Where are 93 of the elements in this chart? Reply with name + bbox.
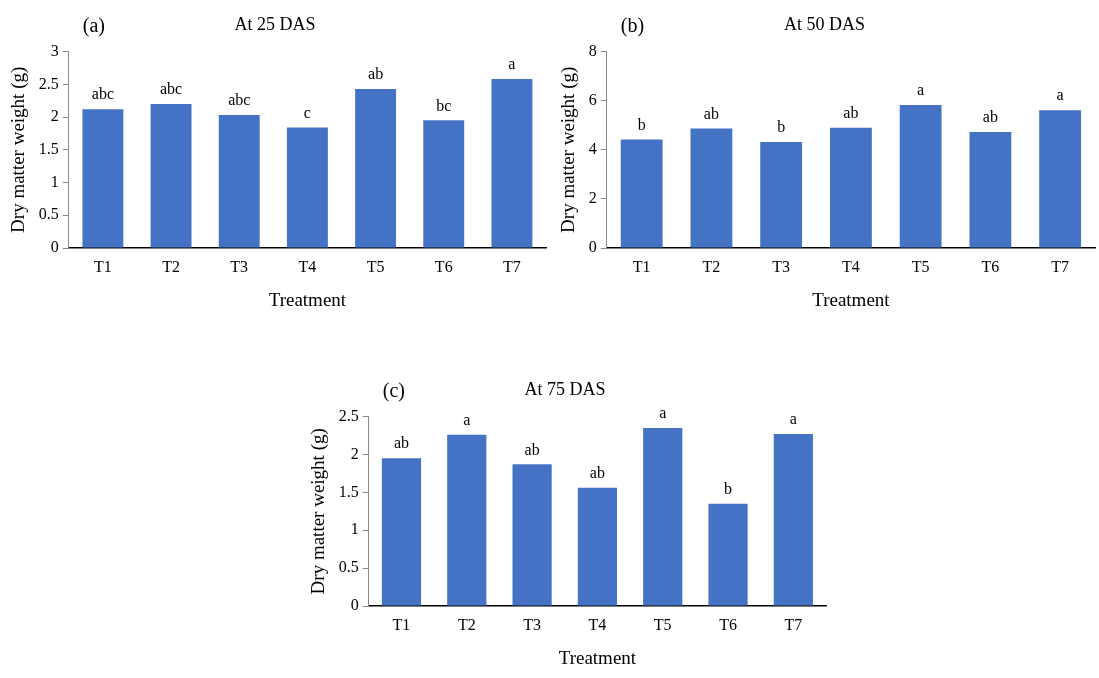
annotation: a (508, 55, 516, 73)
text: (a) (82, 14, 105, 38)
y-axis-title: Dry matter weight (g) (7, 66, 30, 233)
y-tick-label: 2.5 (38, 74, 59, 92)
bar (708, 503, 748, 606)
x-tick-label: T6 (981, 257, 1000, 275)
annotation: abc (228, 91, 251, 109)
bar (773, 434, 813, 606)
x-tick-label: T7 (503, 257, 521, 275)
x-tick-label: T1 (94, 257, 112, 275)
bar (690, 128, 733, 248)
bar (423, 120, 465, 248)
annotation: a (463, 410, 471, 428)
chart-title: At 75 DAS (524, 378, 606, 399)
x-tick-label: T1 (632, 257, 651, 275)
annotation: a (789, 410, 797, 428)
annotation: ab (393, 434, 410, 452)
bar (829, 127, 872, 248)
bar (447, 434, 487, 606)
y-tick-label: 6 (588, 90, 597, 108)
bar (355, 88, 397, 248)
bar (82, 109, 124, 248)
x-tick-label: T7 (784, 615, 803, 633)
chart-title: At 50 DAS (783, 13, 866, 34)
chart-title: At 25 DAS (234, 13, 316, 34)
x-tick-label: T4 (298, 257, 317, 275)
y-tick-label: 2 (50, 107, 59, 125)
x-tick-label: T5 (366, 257, 385, 275)
y-tick-label: 1 (50, 172, 59, 190)
y-tick-label: 0.5 (338, 558, 359, 576)
x-tick-label: T2 (702, 257, 721, 275)
y-tick-label: 2 (350, 444, 359, 462)
y-tick-label: 0 (50, 238, 59, 256)
y-tick-label: 1.5 (38, 140, 59, 157)
bar (286, 127, 328, 248)
bar (899, 105, 942, 248)
x-tick-label: T7 (1051, 257, 1070, 275)
annotation: ab (524, 440, 540, 458)
x-tick-label: T6 (434, 257, 453, 275)
bar (1039, 110, 1082, 248)
annotation: ab (589, 464, 605, 482)
y-tick-label: 1.5 (338, 482, 359, 500)
annotation: ab (703, 104, 719, 122)
x-tick-label: T4 (588, 615, 607, 633)
annotation: c (303, 103, 311, 121)
bar (577, 487, 617, 606)
annotation: a (917, 81, 925, 99)
bar (969, 131, 1012, 248)
bar (491, 79, 533, 248)
x-tick-label: T3 (772, 257, 791, 275)
bar (150, 103, 192, 248)
y-tick-label: 0 (350, 596, 359, 614)
x-tick-label: T5 (911, 257, 930, 275)
annotation: ab (982, 108, 998, 126)
bar (760, 141, 803, 248)
x-tick-label: T2 (457, 615, 476, 633)
x-tick-label: T1 (392, 615, 411, 633)
annotation: ab (843, 103, 859, 121)
y-axis-title: Dry matter weight (g) (557, 66, 580, 233)
y-tick-label: 0.5 (38, 205, 59, 223)
bar (620, 139, 663, 248)
text: (b) (620, 14, 645, 38)
x-tick-label: T2 (162, 257, 180, 275)
x-axis-title: Treatment (812, 288, 891, 310)
annotation: b (724, 479, 733, 497)
x-tick-label: T4 (842, 257, 860, 275)
annotation: b (637, 115, 646, 133)
y-tick-label: 2.5 (338, 406, 359, 424)
y-axis-title: Dry matter weight (g) (307, 428, 330, 595)
x-axis-title: Treatment (558, 646, 637, 668)
text: (c) (382, 379, 405, 403)
y-tick-label: 3 (50, 41, 59, 59)
bar (381, 458, 422, 606)
annotation: abc (159, 80, 183, 98)
bar (512, 464, 552, 606)
y-tick-label: 2 (588, 189, 597, 207)
annotation: a (659, 404, 667, 422)
x-tick-label: T6 (719, 615, 737, 633)
x-axis-title: Treatment (268, 288, 347, 310)
annotation: abc (91, 85, 114, 103)
x-tick-label: T3 (230, 257, 249, 275)
annotation: a (1056, 86, 1064, 104)
x-tick-label: T3 (523, 615, 541, 633)
y-tick-label: 0 (588, 238, 597, 256)
x-tick-label: T5 (653, 615, 672, 633)
bar (643, 427, 683, 606)
annotation: ab (368, 65, 384, 83)
annotation: bc (436, 96, 452, 114)
y-tick-label: 4 (588, 140, 597, 157)
annotation: b (777, 118, 786, 136)
bar (218, 115, 260, 248)
y-tick-label: 8 (588, 41, 597, 59)
y-tick-label: 1 (350, 520, 359, 538)
